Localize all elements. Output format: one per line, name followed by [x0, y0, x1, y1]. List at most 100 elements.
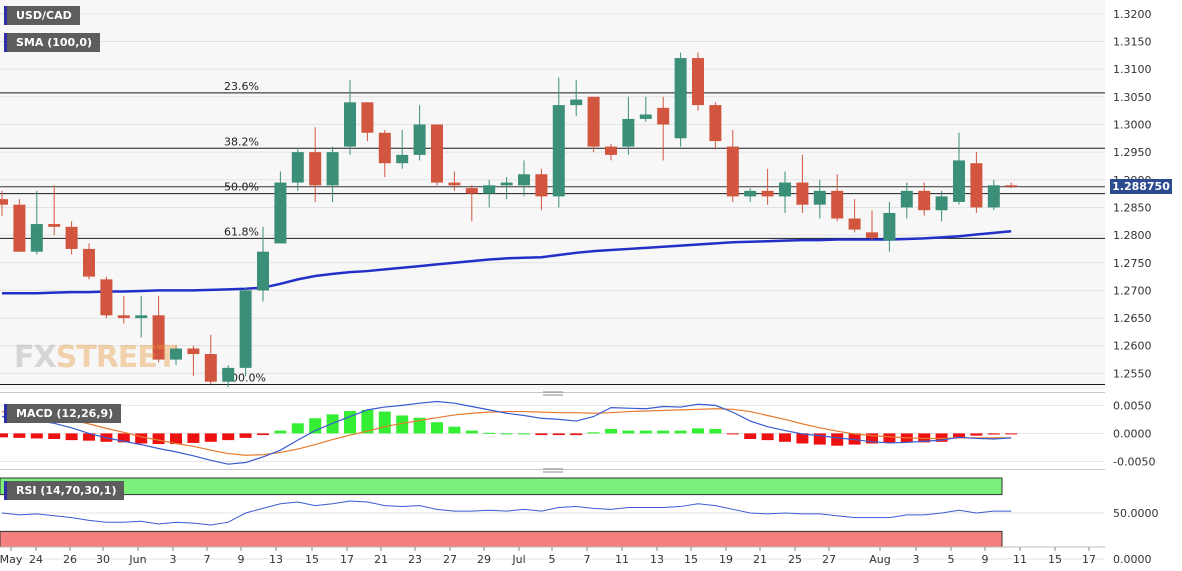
x-tick-label: 15 — [684, 553, 698, 566]
price-plot-area — [0, 0, 1105, 390]
x-tick-label: 21 — [374, 553, 388, 566]
pair-label[interactable]: USD/CAD — [4, 6, 80, 25]
candle-body — [361, 102, 374, 133]
fib-label: 61.8% — [224, 225, 259, 238]
macd-histogram-bar — [570, 433, 583, 436]
macd-histogram-bar — [344, 411, 356, 434]
price-tick-label: 1.2550 — [1113, 367, 1152, 380]
panel-separators — [0, 391, 1105, 473]
price-tick-label: 1.3100 — [1113, 63, 1152, 76]
candle-body — [900, 190, 913, 208]
sma-layer — [2, 229, 1012, 295]
candle-body — [709, 105, 722, 142]
x-axis: May 24 26 30 Jun 3 7 9 13 15 17 21 23 27 29 Jul 5 7 11 13 15… — [0, 546, 1105, 566]
macd-plot-area — [0, 397, 1105, 467]
candle-body — [65, 226, 78, 249]
x-tick-label: 17 — [1082, 553, 1096, 566]
macd-histogram-bar — [657, 430, 670, 434]
candle-body — [257, 251, 269, 291]
candle-body — [744, 190, 757, 197]
macd-histogram-bar — [831, 433, 844, 446]
macd-panel: 0.0050 0.0000 -0.0050 — [0, 397, 1155, 468]
macd-histogram-bar — [674, 430, 687, 434]
candle-body — [117, 315, 130, 319]
rsi-oversold-zone — [0, 530, 1003, 548]
x-tick-label: 21 — [753, 553, 767, 566]
fxstreet-watermark: FXSTREET — [14, 340, 177, 375]
macd-histogram-bar — [239, 433, 252, 438]
price-tick-label: 1.2650 — [1113, 312, 1152, 325]
resize-handle[interactable] — [543, 391, 563, 396]
macd-histogram-bar — [1005, 433, 1018, 435]
sma-label[interactable]: SMA (100,0) — [4, 33, 101, 52]
macd-histogram-bar — [692, 428, 704, 434]
macd-histogram-bar — [639, 430, 652, 434]
candle-body — [100, 279, 113, 316]
candle-body — [187, 348, 200, 355]
candle-body — [813, 190, 826, 205]
candle-body — [639, 114, 652, 119]
candle-body — [152, 315, 165, 360]
candle-body — [570, 99, 583, 106]
macd-histogram-bar — [970, 433, 983, 436]
candle-body — [535, 174, 548, 197]
macd-histogram-bar — [187, 433, 200, 443]
candle-body — [291, 152, 304, 183]
candle-body — [726, 146, 739, 197]
candle-body — [48, 224, 61, 227]
candle-body — [831, 190, 844, 219]
rsi-grid — [0, 512, 1105, 560]
x-tick-label: 11 — [615, 553, 629, 566]
macd-histogram-bar — [605, 428, 617, 434]
price-tick-label: 1.2750 — [1113, 257, 1152, 270]
x-tick-label: 7 — [204, 553, 211, 566]
x-tick-label: 17 — [340, 553, 354, 566]
fib-label: 100.0% — [224, 371, 266, 384]
macd-histogram-bar — [866, 433, 878, 444]
candle-body — [326, 152, 339, 186]
candle-body — [605, 146, 617, 155]
price-tick-label: 1.2700 — [1113, 284, 1152, 297]
x-tick-label: 13 — [650, 553, 664, 566]
candle-body — [83, 248, 95, 277]
x-tick-label: 9 — [238, 553, 245, 566]
macd-histogram-bar — [779, 433, 791, 442]
x-tick-label: 11 — [1013, 553, 1027, 566]
price-tick-label: 1.2850 — [1113, 201, 1152, 214]
macd-histogram-bar — [744, 433, 757, 439]
macd-histogram-bar — [518, 433, 530, 435]
candle-body — [465, 188, 478, 194]
macd-tick-label: -0.0050 — [1113, 455, 1155, 468]
price-tick-label: 1.3050 — [1113, 91, 1152, 104]
x-tick-label: 7 — [584, 553, 591, 566]
sma-line — [2, 229, 1012, 295]
resize-handle[interactable] — [543, 468, 563, 473]
rsi-line-path — [1, 500, 1012, 526]
macd-label[interactable]: MACD (12,26,9) — [4, 404, 122, 423]
x-tick-label: 15 — [1048, 553, 1062, 566]
rsi-line — [1, 500, 1012, 526]
macd-histogram-bar — [761, 433, 774, 441]
candle-body — [135, 315, 148, 319]
candle-body — [396, 154, 409, 164]
candle-body — [935, 196, 948, 211]
candle-body — [674, 58, 687, 139]
macd-histogram-bar — [431, 422, 443, 434]
price-tick-label: 1.2600 — [1113, 340, 1152, 353]
macd-line — [1, 400, 1012, 465]
macd-lines — [1, 400, 1012, 465]
price-tick-label: 1.3000 — [1113, 118, 1152, 131]
fib-label: 23.6% — [224, 80, 259, 93]
candle-body — [953, 160, 965, 202]
macd-histogram-bar — [117, 433, 130, 443]
candle-body — [30, 224, 43, 252]
macd-histogram-bar — [361, 409, 374, 434]
macd-histogram-bar — [257, 433, 269, 436]
rsi-label[interactable]: RSI (14,70,30,1) — [4, 481, 125, 500]
macd-tick-label: 0.0050 — [1113, 399, 1152, 412]
candle-body — [779, 182, 791, 197]
candle-body — [622, 118, 635, 147]
candle-body — [13, 204, 26, 252]
macd-histogram-bar — [13, 433, 26, 438]
macd-histogram-bar — [552, 433, 565, 436]
